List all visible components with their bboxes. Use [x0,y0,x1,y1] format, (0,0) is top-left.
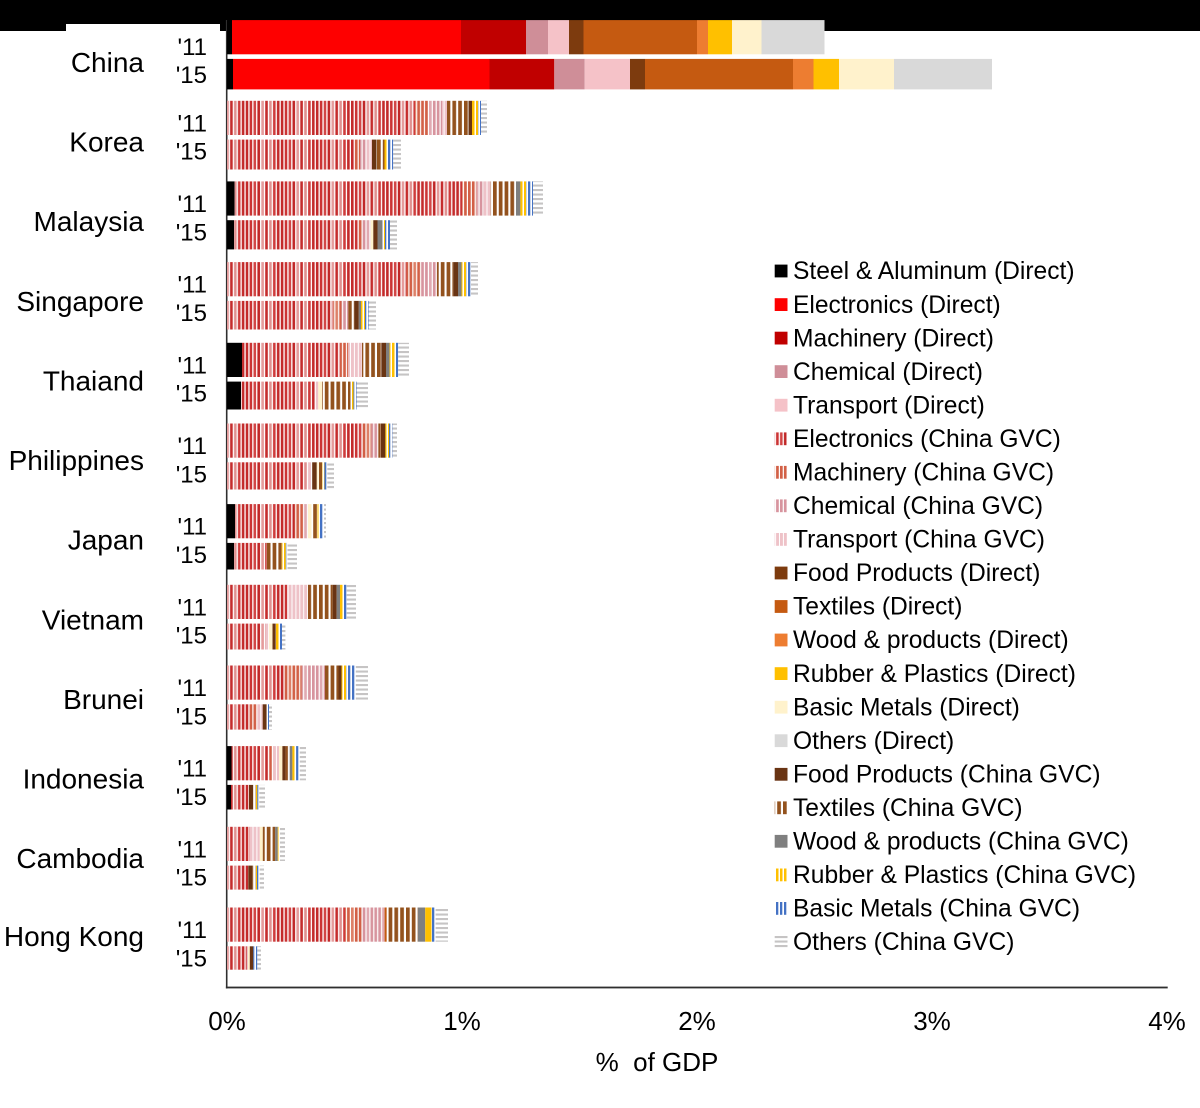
svg-text:'11: '11 [178,675,208,702]
svg-text:Cambodia: Cambodia [16,843,144,874]
svg-text:'11: '11 [178,110,208,137]
svg-text:Steel & Aluminum (Direct): Steel & Aluminum (Direct) [793,258,1075,285]
svg-text:Machinery (China GVC): Machinery (China GVC) [793,460,1054,487]
svg-text:'15: '15 [176,703,207,730]
svg-text:Transport (China GVC): Transport (China GVC) [793,527,1045,554]
svg-text:Textiles (Direct): Textiles (Direct) [793,594,962,621]
svg-text:Transport (Direct): Transport (Direct) [793,392,985,419]
svg-text:'11: '11 [178,514,208,541]
svg-text:'11: '11 [178,756,208,783]
svg-text:4%: 4% [1148,1006,1186,1036]
svg-text:Korea: Korea [69,127,144,158]
svg-text:Indonesia: Indonesia [23,764,145,795]
svg-text:Textiles (China GVC): Textiles (China GVC) [793,795,1023,822]
svg-text:Food Products (Direct): Food Products (Direct) [793,560,1040,587]
svg-text:'11: '11 [178,433,208,460]
svg-text:Wood & products (Direct): Wood & products (Direct) [793,627,1069,654]
svg-text:'15: '15 [176,300,207,327]
svg-text:'15: '15 [176,784,207,811]
svg-text:0%: 0% [208,1006,246,1036]
svg-text:'11: '11 [178,272,208,299]
svg-text:'15: '15 [176,62,207,89]
svg-text:Hong Kong: Hong Kong [4,921,144,952]
svg-text:'11: '11 [178,191,208,218]
svg-text:'11: '11 [178,836,208,863]
svg-text:'11: '11 [178,352,208,379]
svg-text:Electronics (China GVC): Electronics (China GVC) [793,426,1061,453]
svg-text:'15: '15 [176,542,207,569]
svg-text:Vietnam: Vietnam [42,604,144,635]
svg-text:'11: '11 [178,917,208,944]
svg-text:Machinery (Direct): Machinery (Direct) [793,325,994,352]
svg-text:'11: '11 [178,34,208,61]
svg-text:Basic Metals (China GVC): Basic Metals (China GVC) [793,896,1080,923]
svg-text:1%: 1% [443,1006,481,1036]
svg-text:'15: '15 [176,461,207,488]
svg-text:Brunei: Brunei [63,684,144,715]
svg-text:3%: 3% [913,1006,951,1036]
svg-text:'15: '15 [176,139,207,166]
svg-text:Electronics (Direct): Electronics (Direct) [793,292,1001,319]
svg-text:'15: '15 [176,623,207,650]
svg-text:Japan: Japan [68,525,144,556]
svg-text:2%: 2% [678,1006,716,1036]
svg-text:'15: '15 [176,945,207,972]
svg-text:Philippines: Philippines [9,445,144,476]
svg-text:'11: '11 [178,594,208,621]
svg-text:Malaysia: Malaysia [34,206,145,237]
svg-text:Chemical (China GVC): Chemical (China GVC) [793,493,1043,520]
svg-text:'15: '15 [176,219,207,246]
svg-text:Singapore: Singapore [16,286,144,317]
svg-text:Thaiand: Thaiand [43,366,144,397]
svg-text:Wood & products (China GVC): Wood & products (China GVC) [793,829,1129,856]
svg-text:% of GDP: % of GDP [596,1047,719,1077]
svg-text:Others (China GVC): Others (China GVC) [793,929,1014,956]
svg-text:Food Products (China GVC): Food Products (China GVC) [793,762,1101,789]
svg-text:Chemical (Direct): Chemical (Direct) [793,359,983,386]
svg-text:'15: '15 [176,381,207,408]
svg-text:Others (Direct): Others (Direct) [793,728,954,755]
svg-text:'15: '15 [176,865,207,892]
svg-text:Basic Metals (Direct): Basic Metals (Direct) [793,694,1020,721]
svg-text:China: China [71,47,145,78]
svg-text:Rubber & Plastics (China GVC): Rubber & Plastics (China GVC) [793,862,1136,889]
svg-text:Rubber & Plastics (Direct): Rubber & Plastics (Direct) [793,661,1076,688]
